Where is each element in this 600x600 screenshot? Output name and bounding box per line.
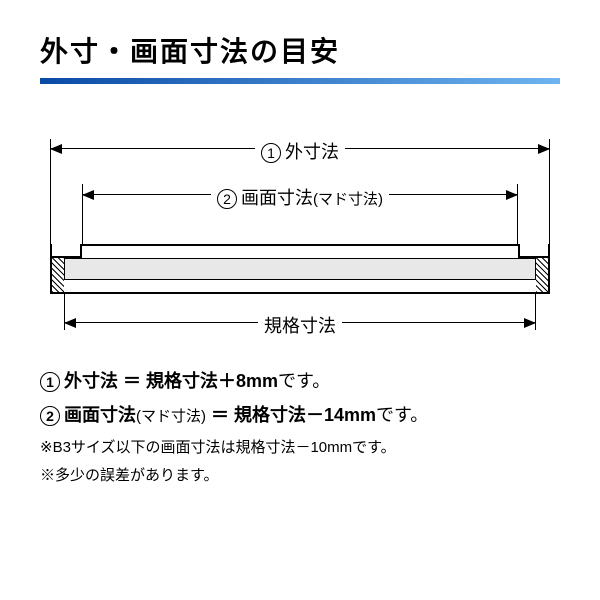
note-line-3: ※B3サイズ以下の画面寸法は規格寸法－10mmです。 <box>40 436 560 460</box>
note2-name: 画面寸法 <box>64 405 136 425</box>
note-line-4: ※多少の誤差があります。 <box>40 464 560 488</box>
frame-lip-right <box>518 244 548 258</box>
note2-rhs: 規格寸法－14mm <box>234 405 376 425</box>
title-underline <box>40 78 560 84</box>
dim1-label: 1外寸法 <box>255 138 345 164</box>
note2-paren: (マド寸法) <box>136 408 206 425</box>
note1-number: 1 <box>40 372 60 392</box>
note2-number: 2 <box>40 406 60 426</box>
frame-inner-panel <box>64 258 536 280</box>
note-line-2: 2画面寸法(マド寸法) ＝ 規格寸法－14mmです。 <box>40 398 560 432</box>
note1-eq: ＝ <box>118 371 146 391</box>
dim2-sub: (マド寸法) <box>313 191 383 208</box>
note1-rhs: 規格寸法＋8mm <box>146 371 278 391</box>
dimension-diagram: 1外寸法 2画面寸法(マド寸法) 規格寸法 <box>50 124 550 334</box>
note1-tail: です。 <box>278 371 330 391</box>
dim2-label: 2画面寸法(マド寸法) <box>211 184 389 210</box>
frame-hatch-left <box>52 258 64 292</box>
dim2-text: 画面寸法 <box>241 188 313 208</box>
dim1-ext-left <box>50 139 51 249</box>
dim2-number: 2 <box>217 189 237 209</box>
note2-eq: ＝ <box>206 405 234 425</box>
notes-block: 1外寸法 ＝ 規格寸法＋8mmです。 2画面寸法(マド寸法) ＝ 規格寸法－14… <box>40 364 560 488</box>
dim1-text: 外寸法 <box>285 142 339 162</box>
dim1-ext-right <box>549 139 550 249</box>
dim3-label: 規格寸法 <box>258 312 342 338</box>
frame-lip-left <box>52 244 82 258</box>
dim1-number: 1 <box>261 143 281 163</box>
frame-cross-section <box>50 244 550 294</box>
dim3-text: 規格寸法 <box>264 316 336 336</box>
frame-hatch-right <box>536 258 548 292</box>
note-line-1: 1外寸法 ＝ 規格寸法＋8mmです。 <box>40 364 560 398</box>
note2-tail: です。 <box>376 405 428 425</box>
note1-name: 外寸法 <box>64 371 118 391</box>
page-title: 外寸・画面寸法の目安 <box>40 30 560 70</box>
